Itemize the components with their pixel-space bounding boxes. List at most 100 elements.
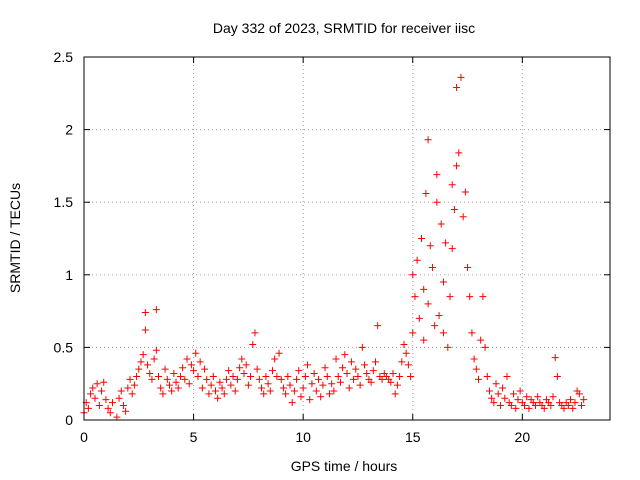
data-point [374,322,382,330]
data-point [367,378,375,386]
data-point [229,372,237,380]
data-point [306,396,314,404]
data-point [553,372,561,380]
plot-frame [83,56,611,421]
data-point [124,384,132,392]
data-point [165,381,173,389]
x-tick-label: 15 [405,429,421,445]
data-point [242,361,250,369]
x-tick-label: 20 [515,429,531,445]
data-point [249,340,257,348]
data-point [227,381,235,389]
data-point [317,393,325,401]
data-point [549,393,557,401]
data-point [413,256,421,264]
data-point [391,390,399,398]
data-point [113,413,121,421]
data-point [328,380,336,388]
data-point [398,358,406,366]
data-point [578,401,586,409]
y-tick-label: 0 [65,412,73,428]
data-point [218,384,226,392]
data-point [100,378,108,386]
data-point [102,396,110,404]
data-point [152,346,160,354]
data-point [179,364,187,372]
y-tick-label: 1.5 [54,194,74,210]
data-point [231,387,239,395]
data-point [299,384,307,392]
data-point [172,378,180,386]
data-point [483,372,491,380]
data-point [356,381,364,389]
data-point [216,378,224,386]
data-point [310,370,318,378]
data-point [220,390,228,398]
data-point [426,242,434,250]
data-point [332,355,340,363]
data-point [507,401,515,409]
data-point [354,372,362,380]
data-point [271,355,279,363]
data-point [293,375,301,383]
data-point [450,205,458,213]
data-point [325,390,333,398]
data-point [106,409,114,417]
data-point [203,375,211,383]
data-point [424,136,432,144]
data-point [352,365,360,373]
data-point [148,375,156,383]
data-point [448,245,456,253]
data-point [415,314,423,322]
data-point [284,372,292,380]
data-point [494,390,502,398]
data-point [485,387,493,395]
chart-title: Day 332 of 2023, SRMTID for receiver iis… [213,20,475,36]
data-point [95,401,103,409]
data-point [137,358,145,366]
data-point [334,372,342,380]
data-point [201,365,209,373]
data-point [268,367,276,375]
data-point [521,401,529,409]
data-point [347,358,355,366]
data-point [523,393,531,401]
data-point [150,355,158,363]
data-point [93,380,101,388]
data-point [141,309,149,317]
data-point [297,393,305,401]
data-point [402,349,410,357]
data-point [236,364,244,372]
data-point [89,384,97,392]
data-point [477,336,485,344]
data-point [503,372,511,380]
data-point [514,396,522,404]
data-point [240,370,248,378]
x-tick-label: 5 [190,429,198,445]
data-point [207,381,215,389]
data-point [431,322,439,330]
data-point [233,375,241,383]
data-point [404,361,412,369]
data-point [411,293,419,301]
data-point [273,372,281,380]
data-point [446,293,454,301]
data-point [420,336,428,344]
data-point [277,375,285,383]
data-point [251,329,259,337]
data-point [135,365,143,373]
data-point [163,375,171,383]
data-point [490,399,498,407]
data-point [499,384,507,392]
data-point [91,394,99,402]
data-point [433,171,441,179]
data-point [547,401,555,409]
grid [84,57,610,420]
data-point [457,73,465,81]
data-point [290,387,298,395]
data-point [442,239,450,247]
data-point [453,162,461,170]
data-point [455,149,463,157]
y-tick-label: 1 [65,267,73,283]
